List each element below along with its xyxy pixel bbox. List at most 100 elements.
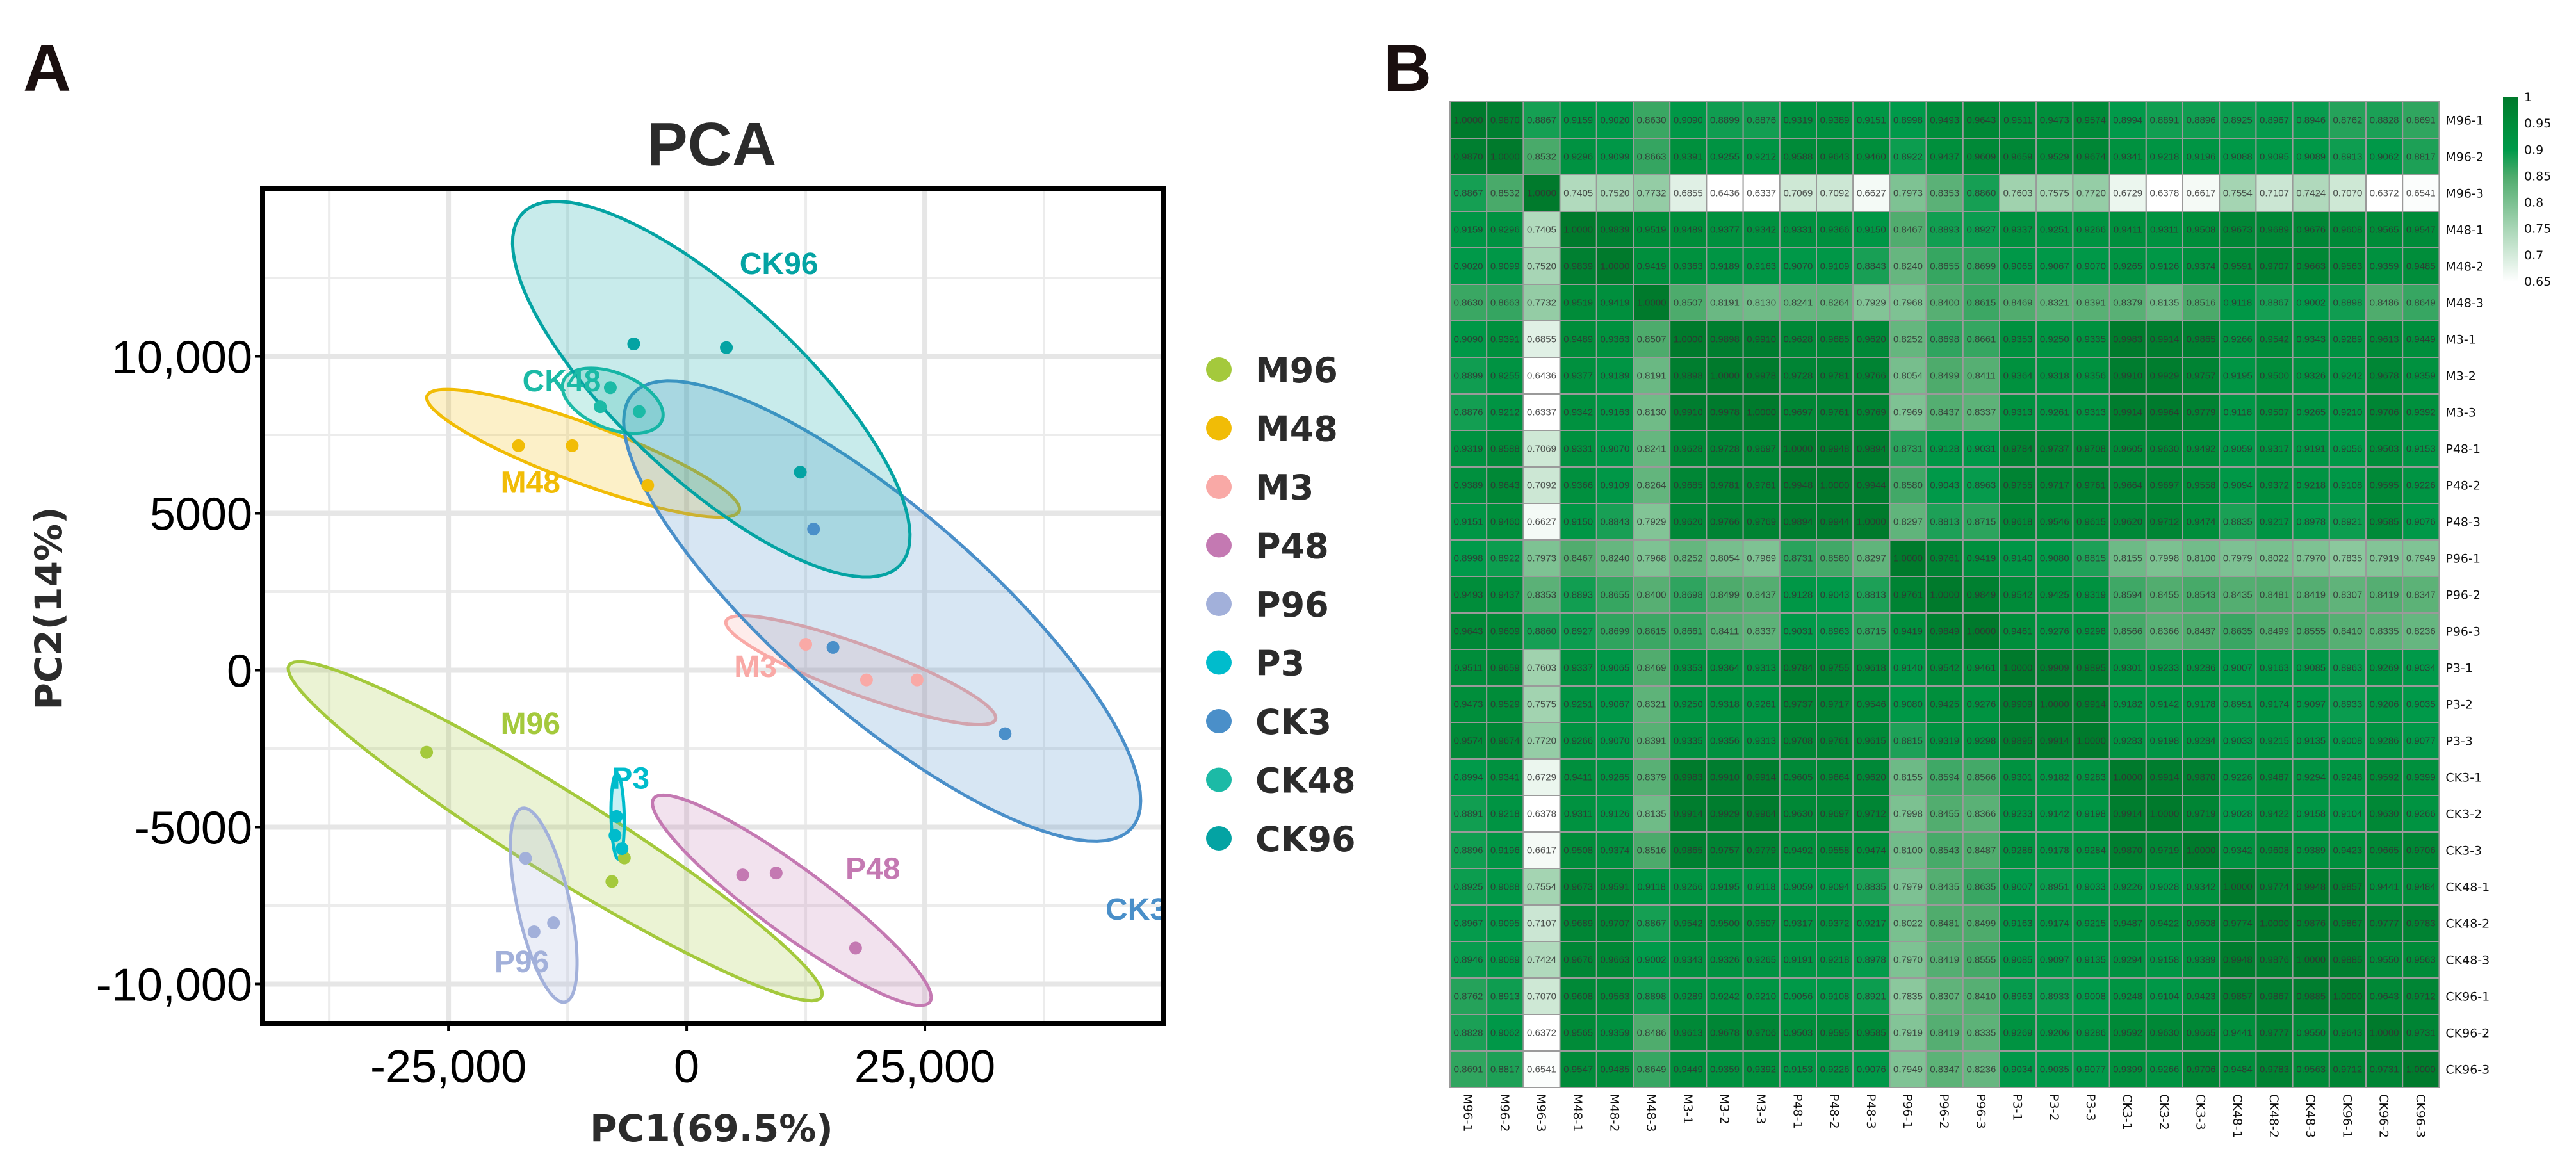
heatmap-cell-value: 0.9766 (1710, 517, 1740, 528)
heatmap-cell-value: 0.7835 (2333, 553, 2362, 564)
heatmap-cell-value: 0.9206 (2040, 1028, 2069, 1039)
heatmap-cell (2219, 758, 2257, 796)
confidence-ellipse-m48 (425, 387, 742, 519)
heatmap-cell-value: 0.8400 (1637, 590, 1667, 601)
heatmap-cell-value: 0.9894 (1857, 444, 1886, 455)
heatmap-cell-value: 0.9118 (2223, 298, 2252, 309)
heatmap-cell-value: 1.0000 (1637, 298, 1667, 309)
row-label: CK3-2 (2445, 808, 2482, 822)
heatmap-cell (1742, 904, 1781, 942)
heatmap-cell (2035, 795, 2074, 833)
heatmap-cell (1852, 685, 1891, 723)
heatmap-cell (2219, 612, 2257, 650)
heatmap-cell-value: 0.9366 (1563, 480, 1593, 491)
column-label: M48-1 (1570, 1094, 1585, 1132)
heatmap-cell-value: 0.9867 (2260, 991, 2289, 1002)
heatmap-cell (2219, 868, 2257, 906)
heatmap-cell-value: 0.9319 (2076, 590, 2106, 601)
heatmap-cell-value: 0.9519 (1563, 298, 1593, 309)
heatmap-cell-value: 0.9437 (1490, 590, 1520, 601)
data-point-ck48 (603, 381, 617, 395)
heatmap-cell-value: 0.8307 (1930, 991, 1959, 1002)
heatmap-cell-value: 0.9876 (2296, 918, 2326, 929)
heatmap-cell-value: 0.9422 (2149, 918, 2179, 929)
heatmap-cell-value: 0.9296 (1563, 152, 1593, 163)
heatmap-cell-value: 0.8435 (2223, 590, 2253, 601)
heatmap-cell-value: 0.8543 (2187, 590, 2216, 601)
heatmap-cell-value: 0.6855 (1527, 334, 1556, 345)
heatmap-cell-value: 0.9777 (2370, 918, 2399, 929)
heatmap-cell (1742, 393, 1781, 431)
heatmap-cell-value: 0.9062 (1490, 1028, 1520, 1039)
heatmap-cell-value: 0.8963 (1820, 626, 1850, 637)
heatmap-cell-value: 0.8419 (2370, 590, 2399, 601)
heatmap-cell-value: 0.9909 (2040, 663, 2069, 674)
heatmap-cell (1595, 795, 1634, 833)
heatmap-cell-value: 0.9031 (1783, 626, 1813, 637)
heatmap-cell-value: 0.9493 (1454, 590, 1483, 601)
heatmap-cell-value: 0.8762 (1454, 991, 1483, 1002)
heatmap-cell (1742, 357, 1781, 395)
heatmap-cell (1449, 430, 1488, 468)
heatmap-cell-value: 0.9964 (2149, 407, 2179, 418)
heatmap-cell (1779, 174, 1818, 212)
heatmap-cell (2365, 247, 2404, 285)
heatmap-cell-value: 0.8155 (1893, 772, 1923, 783)
heatmap-cell-value: 0.8410 (1966, 991, 1996, 1002)
heatmap-cell (2035, 357, 2074, 395)
heatmap-cell-value: 0.8615 (1637, 626, 1667, 637)
heatmap-cell (1816, 649, 1854, 687)
heatmap-cell-value: 0.8499 (1930, 371, 1959, 382)
heatmap-cell-value: 0.9372 (1820, 918, 1850, 929)
heatmap-cell (1595, 393, 1634, 431)
heatmap-cell (2255, 466, 2294, 504)
column-label: CK48-3 (2303, 1094, 2317, 1138)
heatmap-cell-value: 0.9142 (2040, 809, 2069, 820)
heatmap-cell (2328, 138, 2367, 175)
heatmap-cell (1669, 722, 1708, 760)
heatmap-cell-value: 0.9781 (1710, 480, 1740, 491)
heatmap-cell-value: 0.8630 (1454, 298, 1483, 309)
heatmap-cell-value: 0.9910 (1710, 772, 1740, 783)
heatmap-cell-value: 0.9178 (2040, 845, 2069, 856)
heatmap-cell-value: 0.7979 (1893, 882, 1923, 893)
heatmap-cell (1449, 612, 1488, 650)
heatmap-cell-value: 0.9781 (1820, 371, 1850, 382)
heatmap-cell-value: 0.9090 (1454, 334, 1483, 345)
heatmap-cell-value: 0.8487 (1966, 845, 1996, 856)
heatmap-cell-value: 0.6372 (2370, 188, 2399, 199)
heatmap-cell (2328, 904, 2367, 942)
heatmap-cell-value: 0.8130 (1637, 407, 1667, 418)
heatmap-cell (1999, 211, 2037, 248)
heatmap-cell-value: 0.8191 (1710, 298, 1740, 309)
heatmap-cell-value: 0.9592 (2113, 1028, 2142, 1039)
row-label: M3-2 (2445, 370, 2475, 384)
heatmap-cell-value: 0.9411 (2114, 225, 2142, 236)
heatmap-cell (1779, 831, 1818, 869)
heatmap-cell-value: 0.9326 (2296, 371, 2326, 382)
heatmap-cell-value: 0.9266 (2406, 809, 2436, 820)
heatmap-cell-value: 0.8998 (1893, 115, 1923, 126)
heatmap-cell-value: 0.9195 (2223, 371, 2253, 382)
heatmap-cell (1669, 1014, 1708, 1052)
heatmap-cell-value: 0.9076 (2406, 517, 2436, 528)
heatmap-cell (2328, 539, 2367, 577)
heatmap-cell-value: 0.9033 (2223, 736, 2253, 747)
heatmap-cell (2182, 357, 2221, 395)
data-point-p48 (849, 941, 862, 955)
heatmap-cell (1559, 1014, 1597, 1052)
heatmap-cell-value: 0.9503 (1783, 1028, 1813, 1039)
heatmap-cell-value: 0.8252 (1893, 334, 1923, 345)
heatmap-cell-value: 0.9761 (1893, 590, 1923, 601)
heatmap-cell (2402, 247, 2440, 285)
column-label: M96-2 (1497, 1094, 1512, 1132)
heatmap-cell-value: 0.9313 (1747, 663, 1776, 674)
heatmap-cell (2328, 430, 2367, 468)
heatmap-cell (1889, 138, 1927, 175)
heatmap-cell-value: 0.9007 (2003, 882, 2033, 893)
heatmap-cell-value: 0.8963 (1966, 480, 1996, 491)
heatmap-cell-value: 0.6436 (1710, 188, 1740, 199)
heatmap-cell (1889, 503, 1927, 541)
heatmap-cell-value: 0.7603 (2003, 188, 2033, 199)
confidence-ellipse-ck96 (510, 200, 912, 579)
